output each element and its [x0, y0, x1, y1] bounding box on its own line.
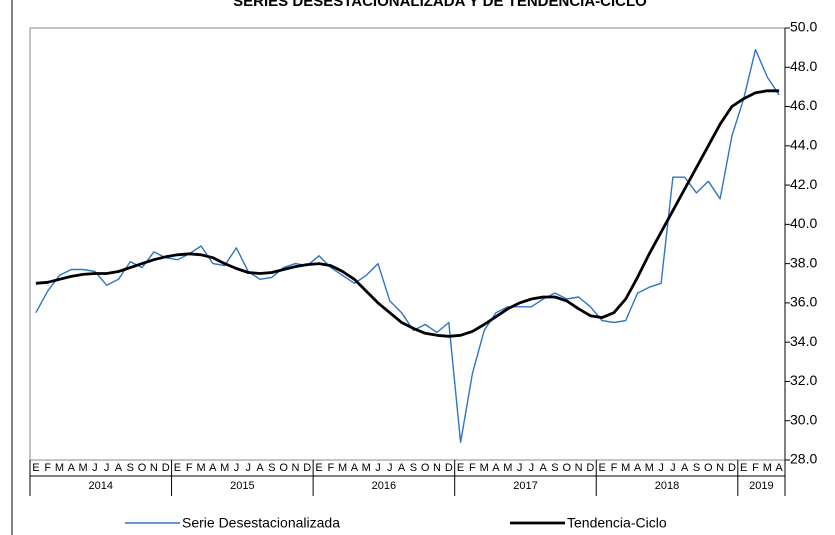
- x-tick-label: O: [704, 462, 713, 474]
- legend-label: Serie Desestacionalizada: [182, 515, 340, 531]
- x-tick-label: O: [421, 462, 430, 474]
- x-tick-label: M: [480, 462, 489, 474]
- x-tick-label: A: [539, 462, 547, 474]
- x-tick-label: D: [303, 462, 311, 474]
- y-tick-label: 34.0: [790, 333, 817, 349]
- x-tick-label: D: [728, 462, 736, 474]
- x-tick-label: M: [503, 462, 512, 474]
- x-tick-label: M: [645, 462, 654, 474]
- x-tick-label: M: [621, 462, 630, 474]
- chart-title: SERIES DESESTACIONALIZADA Y DE TENDENCIA…: [233, 0, 647, 10]
- x-tick-label: F: [752, 462, 759, 474]
- series-line: [35, 89, 780, 338]
- x-tick-label: M: [763, 462, 772, 474]
- x-tick-label: F: [469, 462, 476, 474]
- y-tick-label: 42.0: [790, 176, 817, 192]
- x-tick-label: J: [375, 462, 381, 474]
- x-tick-label: N: [716, 462, 724, 474]
- x-tick-label: J: [234, 462, 240, 474]
- x-tick-label: N: [291, 462, 299, 474]
- y-tick-label: 28.0: [790, 451, 817, 467]
- year-label: 2019: [749, 480, 773, 492]
- x-tick-label: E: [174, 462, 181, 474]
- x-tick-label: F: [44, 462, 51, 474]
- x-tick-label: M: [55, 462, 64, 474]
- x-tick-label: F: [611, 462, 618, 474]
- x-tick-label: E: [315, 462, 322, 474]
- x-tick-label: E: [457, 462, 464, 474]
- x-tick-label: E: [740, 462, 747, 474]
- y-tick-label: 38.0: [790, 254, 817, 270]
- x-tick-label: S: [268, 462, 275, 474]
- x-tick-label: D: [586, 462, 594, 474]
- x-tick-label: A: [351, 462, 359, 474]
- x-tick-label: A: [256, 462, 264, 474]
- x-tick-label: F: [327, 462, 334, 474]
- x-tick-label: E: [598, 462, 605, 474]
- x-tick-label: J: [670, 462, 676, 474]
- x-tick-label: J: [658, 462, 664, 474]
- x-tick-label: J: [529, 462, 535, 474]
- x-tick-label: J: [104, 462, 110, 474]
- y-tick-label: 36.0: [790, 294, 817, 310]
- y-tick-label: 32.0: [790, 372, 817, 388]
- x-tick-label: N: [575, 462, 583, 474]
- year-label: 2016: [372, 480, 396, 492]
- x-tick-label: D: [162, 462, 170, 474]
- x-tick-label: M: [196, 462, 205, 474]
- y-tick-label: 50.0: [790, 19, 817, 35]
- x-tick-label: O: [138, 462, 147, 474]
- y-tick-label: 30.0: [790, 411, 817, 427]
- x-tick-label: E: [32, 462, 39, 474]
- x-tick-label: A: [492, 462, 500, 474]
- x-tick-label: N: [150, 462, 158, 474]
- x-tick-label: A: [681, 462, 689, 474]
- x-tick-label: M: [362, 462, 371, 474]
- x-tick-label: A: [115, 462, 123, 474]
- x-tick-label: D: [445, 462, 453, 474]
- y-tick-label: 46.0: [790, 97, 817, 113]
- plot-area: [29, 27, 786, 461]
- year-label: 2014: [89, 480, 113, 492]
- x-tick-label: O: [562, 462, 571, 474]
- x-tick-label: J: [245, 462, 251, 474]
- y-tick-label: 48.0: [790, 58, 817, 74]
- x-tick-label: J: [517, 462, 523, 474]
- year-label: 2018: [655, 480, 679, 492]
- x-tick-label: A: [209, 462, 217, 474]
- x-tick-label: A: [634, 462, 642, 474]
- x-tick-label: S: [127, 462, 134, 474]
- x-tick-label: S: [693, 462, 700, 474]
- year-label: 2017: [513, 480, 537, 492]
- x-tick-label: A: [398, 462, 406, 474]
- x-tick-label: J: [92, 462, 98, 474]
- x-tick-label: J: [387, 462, 393, 474]
- y-tick-label: 40.0: [790, 215, 817, 231]
- x-tick-label: M: [220, 462, 229, 474]
- y-tick-label: 44.0: [790, 137, 817, 153]
- x-tick-label: F: [186, 462, 193, 474]
- x-tick-label: M: [338, 462, 347, 474]
- legend-label: Tendencia-Ciclo: [567, 515, 667, 531]
- x-tick-label: M: [79, 462, 88, 474]
- year-label: 2015: [230, 480, 254, 492]
- x-tick-label: A: [68, 462, 76, 474]
- x-tick-label: A: [775, 462, 783, 474]
- x-tick-label: O: [279, 462, 288, 474]
- x-tick-label: S: [410, 462, 417, 474]
- x-tick-label: S: [551, 462, 558, 474]
- series-line: [35, 48, 780, 443]
- x-tick-label: N: [433, 462, 441, 474]
